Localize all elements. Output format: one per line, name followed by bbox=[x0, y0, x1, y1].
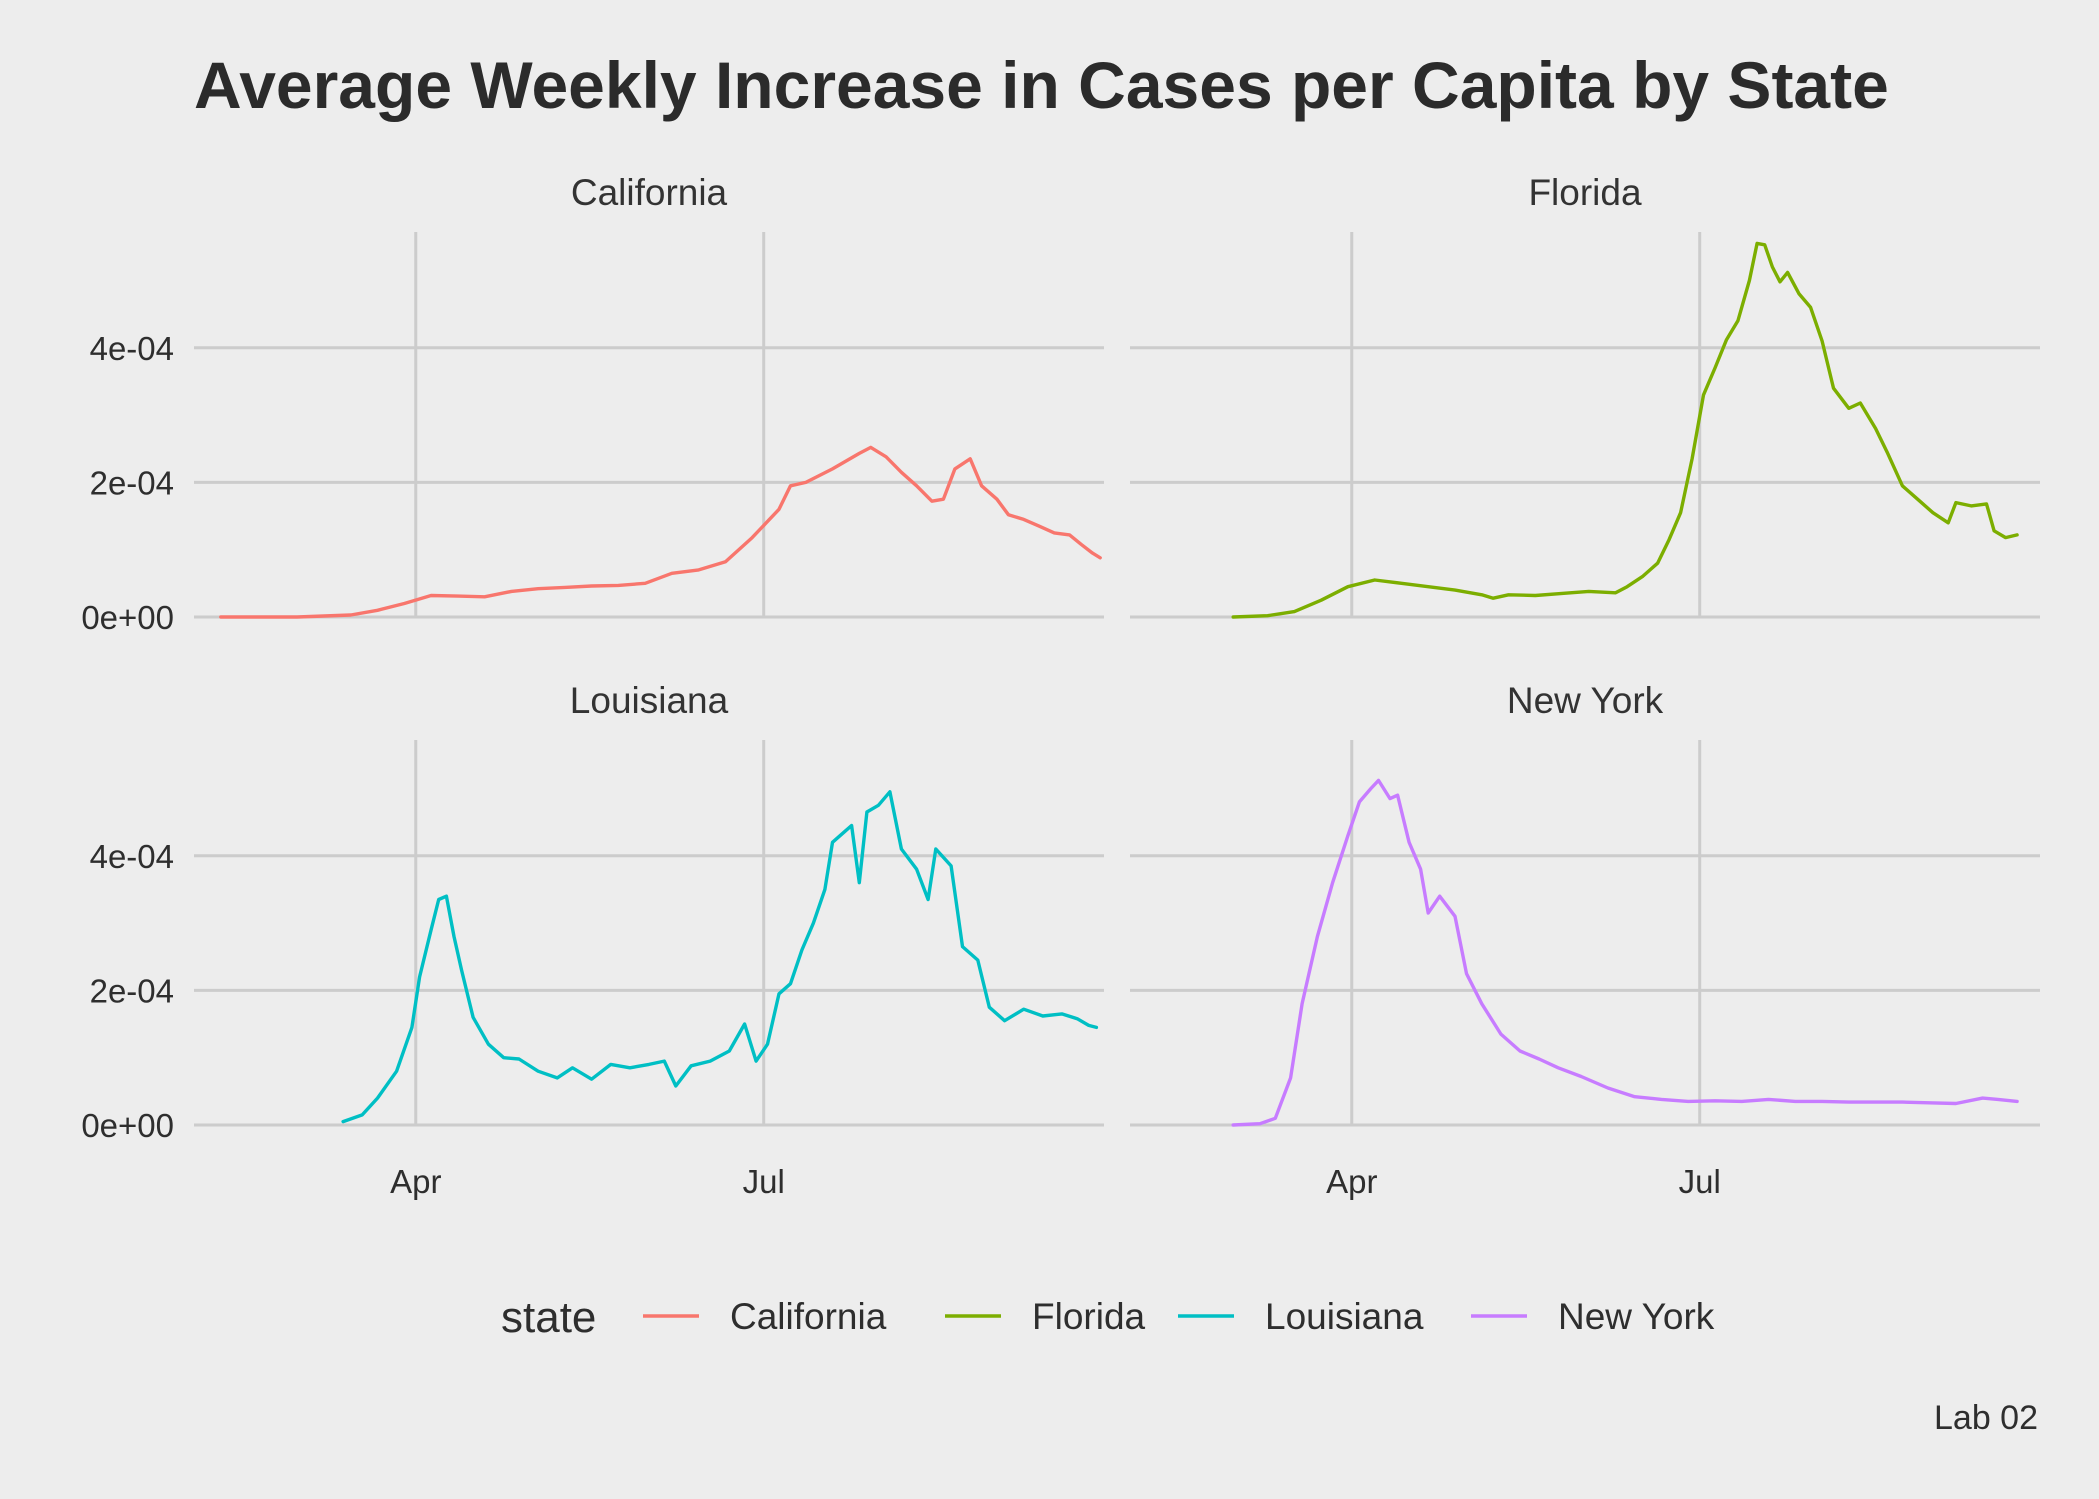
panel-new-york: New York Apr Jul bbox=[1130, 680, 2040, 1200]
y-tick-label: 2e-04 bbox=[90, 464, 174, 501]
legend: state California Florida Louisiana New York bbox=[501, 1293, 1715, 1342]
legend-title: state bbox=[501, 1293, 596, 1342]
y-tick-label: 2e-04 bbox=[90, 972, 174, 1009]
legend-label-california: California bbox=[730, 1296, 887, 1337]
strip-label-florida: Florida bbox=[1528, 172, 1642, 213]
y-tick-label: 0e+00 bbox=[81, 1107, 174, 1144]
chart-title: Average Weekly Increase in Cases per Cap… bbox=[194, 48, 1889, 122]
y-tick-label: 0e+00 bbox=[81, 599, 174, 636]
strip-label-louisiana: Louisiana bbox=[570, 680, 729, 721]
legend-label-florida: Florida bbox=[1032, 1296, 1146, 1337]
chart-caption: Lab 02 bbox=[1934, 1399, 2038, 1437]
series-line-california bbox=[219, 445, 1102, 619]
panel-florida: Florida bbox=[1130, 172, 2040, 619]
x-tick-label: Jul bbox=[1679, 1163, 1721, 1200]
x-tick-label: Apr bbox=[390, 1163, 441, 1200]
legend-label-new-york: New York bbox=[1558, 1296, 1715, 1337]
strip-label-new-york: New York bbox=[1507, 680, 1664, 721]
facet-panels: California 0e+00 2e-04 4e-04 Florida Louisian… bbox=[81, 172, 2040, 1200]
series-line-florida bbox=[1231, 241, 2019, 619]
legend-label-louisiana: Louisiana bbox=[1265, 1296, 1424, 1337]
x-tick-label: Jul bbox=[743, 1163, 785, 1200]
panel-louisiana: Louisiana 0e+00 2e-04 4e-04 Apr Jul bbox=[81, 680, 1104, 1200]
series-line-louisiana bbox=[341, 790, 1099, 1124]
strip-label-california: California bbox=[571, 172, 728, 213]
y-tick-label: 4e-04 bbox=[90, 838, 174, 875]
y-tick-label: 4e-04 bbox=[90, 330, 174, 367]
x-tick-label: Apr bbox=[1326, 1163, 1377, 1200]
panel-california: California 0e+00 2e-04 4e-04 bbox=[81, 172, 1104, 636]
series-line-new-york bbox=[1231, 778, 2019, 1127]
